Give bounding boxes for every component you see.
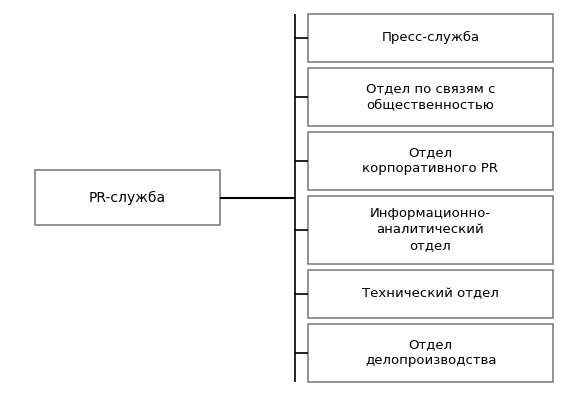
FancyBboxPatch shape — [308, 270, 553, 318]
FancyBboxPatch shape — [308, 196, 553, 263]
Text: Информационно-
аналитический
отдел: Информационно- аналитический отдел — [370, 207, 491, 252]
Text: PR-служба: PR-служба — [89, 190, 166, 205]
FancyBboxPatch shape — [308, 131, 553, 190]
FancyBboxPatch shape — [308, 13, 553, 61]
Text: Отдел
делопроизводства: Отдел делопроизводства — [365, 338, 496, 367]
Text: Отдел по связям с
общественностью: Отдел по связям с общественностью — [366, 82, 496, 111]
Text: Пресс-служба: Пресс-служба — [381, 31, 480, 44]
Text: Технический отдел: Технический отдел — [362, 287, 499, 300]
Text: Отдел
корпоративного PR: Отдел корпоративного PR — [363, 146, 498, 175]
FancyBboxPatch shape — [308, 324, 553, 381]
FancyBboxPatch shape — [35, 170, 220, 225]
FancyBboxPatch shape — [308, 67, 553, 126]
